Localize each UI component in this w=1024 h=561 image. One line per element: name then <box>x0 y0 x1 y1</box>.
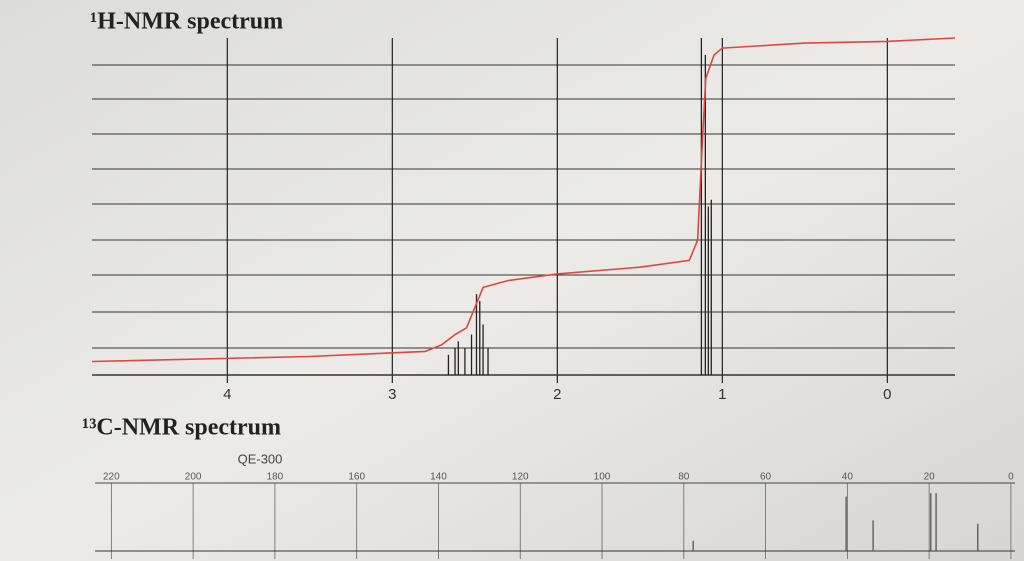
chart-subtitle: QE-300 <box>238 451 283 466</box>
x-tick-label: 20 <box>924 472 936 483</box>
chart-title: ¹³C-NMR spectrum <box>82 415 281 441</box>
x-tick-label: 140 <box>430 472 447 483</box>
x-tick-label: 0 <box>1008 472 1014 483</box>
x-tick-label: 2 <box>553 386 561 403</box>
x-tick-label: 160 <box>348 472 365 483</box>
h-grid <box>92 64 955 349</box>
x-tick-label: 180 <box>267 472 284 483</box>
x-tick-label: 200 <box>185 472 202 483</box>
x-tick-label: 60 <box>760 472 772 483</box>
x-tick-label: 40 <box>842 472 854 483</box>
x-tick-label: 1 <box>718 386 726 403</box>
x-tick-label: 4 <box>223 386 231 403</box>
x-tick-label: 100 <box>594 472 611 483</box>
x-tick-label: 220 <box>103 472 120 483</box>
integral-curve <box>91 37 956 363</box>
x-tick-label: 120 <box>512 472 529 483</box>
x-tick-label: 80 <box>678 472 690 483</box>
x-tick-label: 0 <box>883 386 891 403</box>
x-tick-label: 3 <box>388 386 396 403</box>
chart-title: ¹H-NMR spectrum <box>90 9 283 35</box>
